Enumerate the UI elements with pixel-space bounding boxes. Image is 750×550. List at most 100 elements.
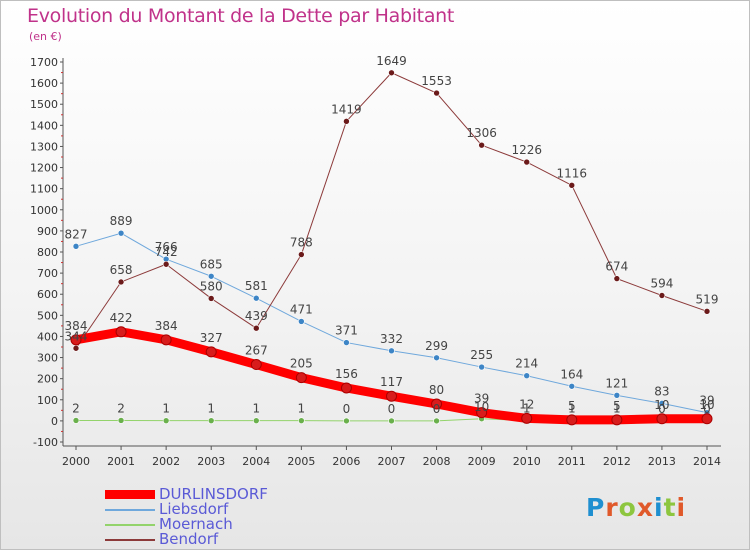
x-tick-label: 2011 — [558, 455, 586, 468]
data-point-bendorf — [478, 141, 485, 149]
y-tick-label: 800 — [37, 246, 58, 259]
legend-label: DURLINSDORF — [159, 485, 268, 503]
data-label-moernach: 1 — [523, 402, 531, 416]
data-label-liebsdorf: 255 — [470, 348, 493, 362]
y-tick-label: 1300 — [30, 140, 58, 153]
data-point-moernach — [207, 417, 215, 424]
data-label-liebsdorf: 121 — [605, 376, 628, 390]
data-label-liebsdorf: 39 — [699, 394, 714, 408]
x-tick-label: 2008 — [423, 455, 451, 468]
legend-swatch — [105, 538, 155, 541]
data-label-liebsdorf: 371 — [335, 324, 358, 338]
data-point-durlinsdorf — [521, 412, 533, 424]
y-tick-label: 1700 — [30, 56, 58, 69]
data-label-bendorf: 344 — [65, 329, 88, 343]
data-label-bendorf: 788 — [290, 236, 313, 250]
data-label-moernach: 0 — [343, 402, 351, 416]
x-tick-label: 2010 — [513, 455, 541, 468]
data-label-durlinsdorf: 117 — [380, 375, 403, 389]
data-label-bendorf: 439 — [245, 309, 268, 323]
data-label-moernach: 2 — [117, 401, 125, 415]
y-tick-label: 0 — [51, 415, 58, 428]
y-tick-label: 500 — [37, 309, 58, 322]
data-point-bendorf — [658, 292, 666, 299]
legend-swatch — [105, 508, 155, 511]
x-tick-label: 2006 — [332, 455, 360, 468]
data-point-liebsdorf — [388, 347, 395, 355]
data-point-bendorf — [72, 344, 80, 352]
data-label-bendorf: 658 — [110, 263, 133, 277]
data-label-liebsdorf: 766 — [155, 240, 178, 254]
data-label-durlinsdorf: 384 — [155, 319, 178, 333]
y-tick-label: 300 — [37, 352, 58, 365]
data-label-moernach: 1 — [568, 402, 576, 416]
data-point-durlinsdorf — [386, 390, 397, 402]
x-tick-label: 2000 — [62, 455, 90, 468]
data-point-liebsdorf — [523, 372, 531, 380]
data-point-bendorf — [162, 260, 170, 268]
data-label-bendorf: 519 — [696, 292, 719, 306]
y-tick-label: 900 — [37, 225, 58, 238]
data-label-bendorf: 742 — [155, 245, 178, 259]
data-point-bendorf — [433, 89, 440, 97]
data-label-durlinsdorf: 327 — [200, 331, 223, 345]
data-label-moernach: 0 — [658, 402, 666, 416]
data-point-durlinsdorf — [701, 413, 713, 425]
data-point-bendorf — [252, 324, 260, 332]
y-tick-label: 1400 — [30, 119, 58, 132]
data-label-durlinsdorf: 10 — [654, 398, 669, 412]
data-point-bendorf — [388, 69, 395, 77]
data-point-durlinsdorf — [611, 414, 623, 426]
data-label-liebsdorf: 299 — [425, 339, 448, 353]
data-point-bendorf — [207, 295, 215, 302]
x-tick-label: 2001 — [107, 455, 135, 468]
data-label-moernach: 1 — [252, 402, 260, 416]
data-label-liebsdorf: 83 — [654, 384, 669, 398]
legend-label: Bendorf — [159, 530, 219, 548]
data-point-liebsdorf — [343, 339, 350, 346]
data-label-durlinsdorf: 80 — [429, 383, 444, 397]
data-point-moernach — [298, 417, 305, 424]
data-label-liebsdorf: 827 — [65, 227, 88, 241]
data-label-durlinsdorf: 384 — [65, 319, 88, 333]
data-label-moernach: 1 — [162, 402, 170, 416]
legend-item-bendorf: Bendorf — [105, 532, 268, 547]
data-label-bendorf: 1553 — [421, 74, 452, 88]
data-label-durlinsdorf: 156 — [335, 367, 358, 381]
data-label-durlinsdorf: 5 — [613, 399, 621, 413]
data-point-durlinsdorf — [250, 359, 262, 371]
y-tick-label: 1100 — [30, 183, 58, 196]
x-tick-label: 2007 — [378, 455, 406, 468]
legend-swatch — [105, 523, 155, 526]
data-label-liebsdorf: 164 — [560, 367, 583, 381]
data-point-durlinsdorf — [431, 398, 443, 410]
data-label-liebsdorf: 332 — [380, 332, 403, 346]
x-tick-label: 2002 — [152, 455, 180, 468]
data-point-liebsdorf — [568, 382, 576, 390]
data-label-moernach: 1 — [298, 402, 306, 416]
x-tick-label: 2012 — [603, 455, 631, 468]
data-point-durlinsdorf — [656, 413, 668, 425]
y-tick-label: 1000 — [30, 204, 58, 217]
data-point-moernach — [72, 417, 80, 424]
proxiti-logo: Proxiti — [586, 493, 687, 522]
data-label-durlinsdorf: 205 — [290, 357, 313, 371]
y-tick-label: 200 — [37, 373, 58, 386]
y-tick-label: 100 — [37, 394, 58, 407]
data-point-liebsdorf — [207, 272, 215, 280]
data-point-liebsdorf — [658, 400, 666, 407]
data-point-durlinsdorf — [160, 334, 172, 346]
data-point-moernach — [117, 417, 125, 424]
data-label-liebsdorf: 889 — [110, 214, 133, 228]
data-label-durlinsdorf: 10 — [699, 398, 714, 412]
data-point-durlinsdorf — [205, 346, 217, 358]
legend-swatch — [105, 490, 155, 499]
data-point-durlinsdorf — [115, 326, 127, 338]
data-label-bendorf: 674 — [605, 260, 628, 274]
data-label-durlinsdorf: 12 — [519, 397, 534, 411]
data-label-durlinsdorf: 5 — [568, 399, 576, 413]
data-point-bendorf — [568, 181, 576, 189]
